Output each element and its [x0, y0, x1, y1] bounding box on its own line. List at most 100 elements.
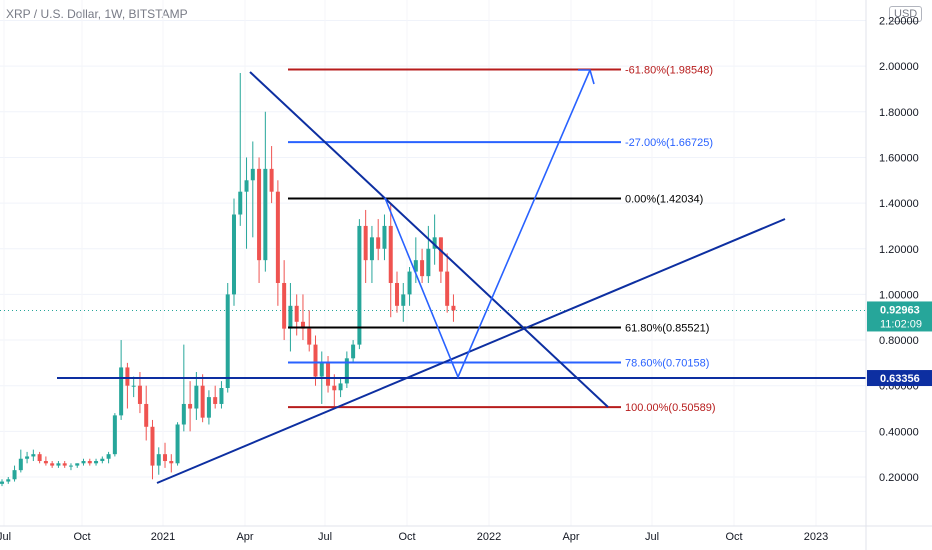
candle-body [119, 367, 124, 416]
candle-body [31, 454, 36, 457]
candle-body [432, 237, 437, 249]
candle-body [313, 344, 318, 377]
candle-body [163, 454, 168, 462]
candle-body [137, 385, 142, 404]
candle-body [438, 237, 443, 272]
candle-body [244, 180, 249, 192]
candle-body [219, 387, 224, 404]
candle-body [426, 248, 431, 277]
candle-body [326, 362, 331, 386]
chart-title: XRP / U.S. Dollar, 1W, BITSTAMP [6, 7, 188, 21]
candle-body [382, 225, 387, 249]
candle-body [275, 191, 280, 283]
drawings: -61.80%(1.98548) -27.00%(1.66725) 0.00%(1.… [57, 64, 866, 484]
candle-body [451, 305, 456, 311]
candle-body [188, 403, 193, 409]
currency-button[interactable]: USD [889, 6, 923, 22]
candle-body [0, 481, 4, 484]
price-tag-label: 0.92963 [880, 304, 920, 316]
projection-path [384, 69, 591, 380]
x-tick-label: 2022 [477, 531, 501, 543]
candle-body [213, 397, 218, 404]
candle-body [369, 237, 374, 261]
grid [0, 20, 866, 478]
candle-body [62, 463, 67, 466]
x-tick-label: Jul [0, 531, 11, 543]
candle-body [68, 465, 73, 467]
candle-body [156, 454, 161, 466]
candle-body [294, 305, 299, 322]
countdown-label: 11:02:09 [880, 318, 922, 330]
x-tick-label: Oct [73, 531, 90, 543]
candle-body [407, 271, 412, 295]
candle-body [18, 458, 23, 471]
candle-body [445, 271, 450, 306]
candle-body [363, 225, 368, 261]
candle-body [6, 479, 11, 482]
candle-body [37, 454, 42, 462]
fib-level-label: 78.60%(0.70158) [625, 358, 709, 370]
price-tag [867, 301, 932, 332]
candle-body [169, 461, 174, 464]
y-tick-label: 1.00000 [879, 289, 919, 301]
candle-body [225, 294, 230, 388]
candle-body [250, 168, 255, 181]
candle-body [94, 461, 99, 464]
candle-body [50, 463, 55, 466]
candle-body [100, 458, 105, 462]
candle-body [181, 403, 186, 425]
candle-body [401, 294, 406, 306]
down-trendline [249, 71, 609, 408]
x-tick-label: 2021 [151, 531, 175, 543]
x-tick-label: Apr [562, 531, 579, 543]
candle-body [25, 456, 30, 459]
candle-body [288, 305, 293, 329]
x-tick-label: Apr [236, 531, 253, 543]
y-tick-label: 0.20000 [879, 472, 919, 484]
candle-body [125, 367, 130, 386]
x-tick-label: Oct [398, 531, 415, 543]
candle-body [12, 470, 17, 480]
fib-level-label: -61.80%(1.98548) [625, 64, 713, 76]
candle-body [307, 328, 312, 345]
candle-body [376, 237, 381, 249]
candle-body [357, 225, 362, 345]
arrow-head [578, 69, 595, 85]
candle-body [131, 385, 136, 387]
fib-level-label: -27.00%(1.66725) [625, 137, 713, 149]
price-tag [867, 370, 932, 387]
y-axis: 0.200000.400000.600000.800001.000001.200… [865, 0, 932, 550]
candle-body [238, 191, 243, 215]
candle-body [338, 383, 343, 391]
y-tick-label: 1.60000 [879, 152, 919, 164]
candle-body [56, 463, 61, 466]
candle-body [206, 397, 211, 418]
price-tag-label: 0.63356 [880, 373, 920, 385]
candle-body [106, 454, 111, 459]
x-tick-label: 2023 [804, 531, 828, 543]
x-tick-label: Jul [318, 531, 332, 543]
candle-body [263, 168, 268, 261]
candle-body [344, 358, 349, 384]
candle-body [175, 424, 180, 464]
candle-body [420, 260, 425, 277]
candle-body [413, 260, 418, 272]
y-tick-label: 2.00000 [879, 61, 919, 73]
candle-body [269, 168, 274, 192]
y-tick-label: 0.80000 [879, 335, 919, 347]
candle-body [200, 385, 205, 418]
candle-body [75, 463, 80, 466]
candle-body [150, 426, 155, 466]
candle-body [300, 321, 305, 329]
fib-level-label: 0.00%(1.42034) [625, 193, 703, 205]
candle-body [388, 225, 393, 283]
candle-body [144, 403, 149, 427]
y-tick-label: 1.20000 [879, 244, 919, 256]
candle-body [87, 461, 92, 464]
candle-body [319, 362, 324, 377]
candle-body [395, 282, 400, 306]
candle-body [257, 168, 262, 261]
y-tick-label: 2.20000 [879, 16, 919, 28]
candle-body [332, 385, 337, 391]
